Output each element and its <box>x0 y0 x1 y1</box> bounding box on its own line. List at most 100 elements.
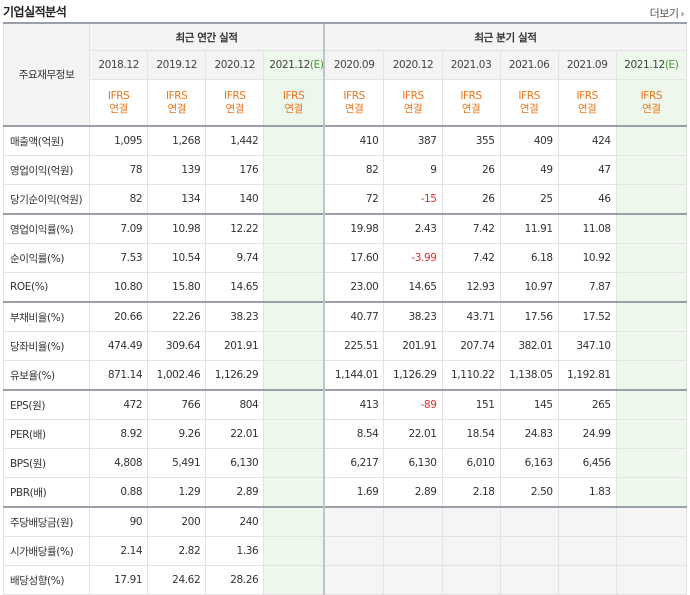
period-label: 2020.12 <box>392 59 434 71</box>
quarter-value: 7.42 <box>441 243 501 273</box>
standard-consolidated: 연결 <box>344 102 364 115</box>
quarter-value: 6,010 <box>441 448 501 478</box>
standard-consolidated: 연결 <box>519 102 539 115</box>
accounting-standard: IFRS 연결 <box>441 79 501 127</box>
quarter-value: -89 <box>383 389 443 420</box>
annual-value <box>263 331 325 361</box>
annual-value <box>263 213 325 244</box>
quarter-value <box>615 419 688 449</box>
quarter-value: 1.83 <box>557 477 617 508</box>
annual-value: 176 <box>205 155 265 185</box>
annual-value: 38.23 <box>205 301 265 332</box>
standard-consolidated: 연결 <box>461 102 481 115</box>
quarter-value <box>615 360 688 391</box>
annual-value: 1,126.29 <box>205 360 265 391</box>
annual-value: 134 <box>147 184 207 215</box>
period-header: 2021.03 <box>441 50 501 80</box>
quarter-value: 6,217 <box>322 448 385 478</box>
quarter-empty-cell <box>557 536 617 566</box>
quarter-value: 1,126.29 <box>383 360 443 391</box>
row-label: PBR(배) <box>2 477 91 508</box>
quarter-value: 6,130 <box>383 448 443 478</box>
row-header-label: 주요재무정보 <box>2 22 91 127</box>
quarter-value <box>615 184 688 215</box>
accounting-standard: IFRS 연결 <box>383 79 443 127</box>
standard-ifrs: IFRS <box>460 89 482 102</box>
table-row: 매출액(억원) 1,095 1,268 1,442 410 387 355 409 424 <box>2 125 688 156</box>
quarter-value: 424 <box>557 125 617 156</box>
quarter-value: 413 <box>322 389 385 420</box>
row-label: 영업이익률(%) <box>2 213 91 244</box>
annual-value: 474.49 <box>89 331 149 361</box>
table-row: EPS(원) 472 766 804 413 -89 151 145 265 <box>2 389 688 420</box>
quarter-value: 26 <box>441 155 501 185</box>
annual-value: 15.80 <box>147 272 207 303</box>
quarter-value <box>615 389 688 420</box>
standard-consolidated: 연결 <box>642 102 661 115</box>
quarter-value <box>615 301 688 332</box>
annual-value: 1,442 <box>205 125 265 156</box>
row-label: 매출액(억원) <box>2 125 91 156</box>
quarter-value: 49 <box>499 155 559 185</box>
annual-value: 90 <box>89 506 149 537</box>
table-row: 주당배당금(원) 90 200 240 <box>2 506 688 537</box>
standard-ifrs: IFRS <box>640 89 663 102</box>
quarter-value: 6,456 <box>557 448 617 478</box>
quarter-empty-cell <box>383 565 443 595</box>
quarter-value: 9 <box>383 155 443 185</box>
standard-ifrs: IFRS <box>518 89 540 102</box>
quarter-group-header: 최근 분기 실적 <box>322 22 687 51</box>
more-label: 더보기 <box>649 7 679 20</box>
more-link[interactable]: 더보기 › <box>649 5 685 21</box>
annual-value: 14.65 <box>205 272 265 303</box>
quarter-value: 6,163 <box>499 448 559 478</box>
annual-value: 804 <box>205 389 265 420</box>
annual-value <box>263 565 325 595</box>
quarter-value: 145 <box>499 389 559 420</box>
financial-table: 주요재무정보 최근 연간 실적 최근 분기 실적 2018.12 2019.12 2… <box>2 22 688 595</box>
quarter-value: 2.43 <box>383 213 443 244</box>
quarter-value: 8.54 <box>322 419 385 449</box>
table-row: 영업이익률(%) 7.09 10.98 12.22 19.98 2.43 7.42 11.91… <box>2 213 688 244</box>
quarter-value <box>615 477 688 508</box>
quarter-empty-cell <box>322 506 385 537</box>
standard-consolidated: 연결 <box>109 102 128 115</box>
period-header: 2021.12(E) <box>263 50 325 80</box>
standard-ifrs: IFRS <box>402 89 424 102</box>
quarter-value: 382.01 <box>499 331 559 361</box>
annual-value <box>263 301 325 332</box>
quarter-value: 409 <box>499 125 559 156</box>
table-row: 순이익률(%) 7.53 10.54 9.74 17.60 -3.99 7.42 6.18 10… <box>2 243 688 273</box>
accounting-standard: IFRS 연결 <box>615 79 688 127</box>
quarter-value: 151 <box>441 389 501 420</box>
quarter-value: 26 <box>441 184 501 215</box>
period-label: 2019.12 <box>156 59 198 71</box>
annual-value: 22.26 <box>147 301 207 332</box>
standard-ifrs: IFRS <box>165 89 188 102</box>
standard-consolidated: 연결 <box>284 102 303 115</box>
standard-consolidated: 연결 <box>403 102 423 115</box>
quarter-value: 22.01 <box>383 419 443 449</box>
quarter-value: 201.91 <box>383 331 443 361</box>
quarter-value: 17.56 <box>499 301 559 332</box>
annual-value: 4,808 <box>89 448 149 478</box>
accounting-standard: IFRS 연결 <box>557 79 617 127</box>
table-row: BPS(원) 4,808 5,491 6,130 6,217 6,130 6,010 6,16… <box>2 448 688 478</box>
quarter-empty-cell <box>499 565 559 595</box>
standard-consolidated: 연결 <box>225 102 245 115</box>
quarter-value: 24.83 <box>499 419 559 449</box>
quarter-value: 46 <box>557 184 617 215</box>
period-header: 2021.09 <box>557 50 617 80</box>
period-header: 2021.06 <box>499 50 559 80</box>
section-title: 기업실적분석 <box>3 5 67 19</box>
row-label: 당기순이익(억원) <box>2 184 91 215</box>
quarter-value <box>615 331 688 361</box>
annual-value <box>263 155 325 185</box>
accounting-standard: IFRS 연결 <box>499 79 559 127</box>
annual-value: 28.26 <box>205 565 265 595</box>
quarter-value: 7.42 <box>441 213 501 244</box>
quarter-empty-cell <box>499 506 559 537</box>
quarter-empty-cell <box>441 565 501 595</box>
quarter-value: 12.93 <box>441 272 501 303</box>
